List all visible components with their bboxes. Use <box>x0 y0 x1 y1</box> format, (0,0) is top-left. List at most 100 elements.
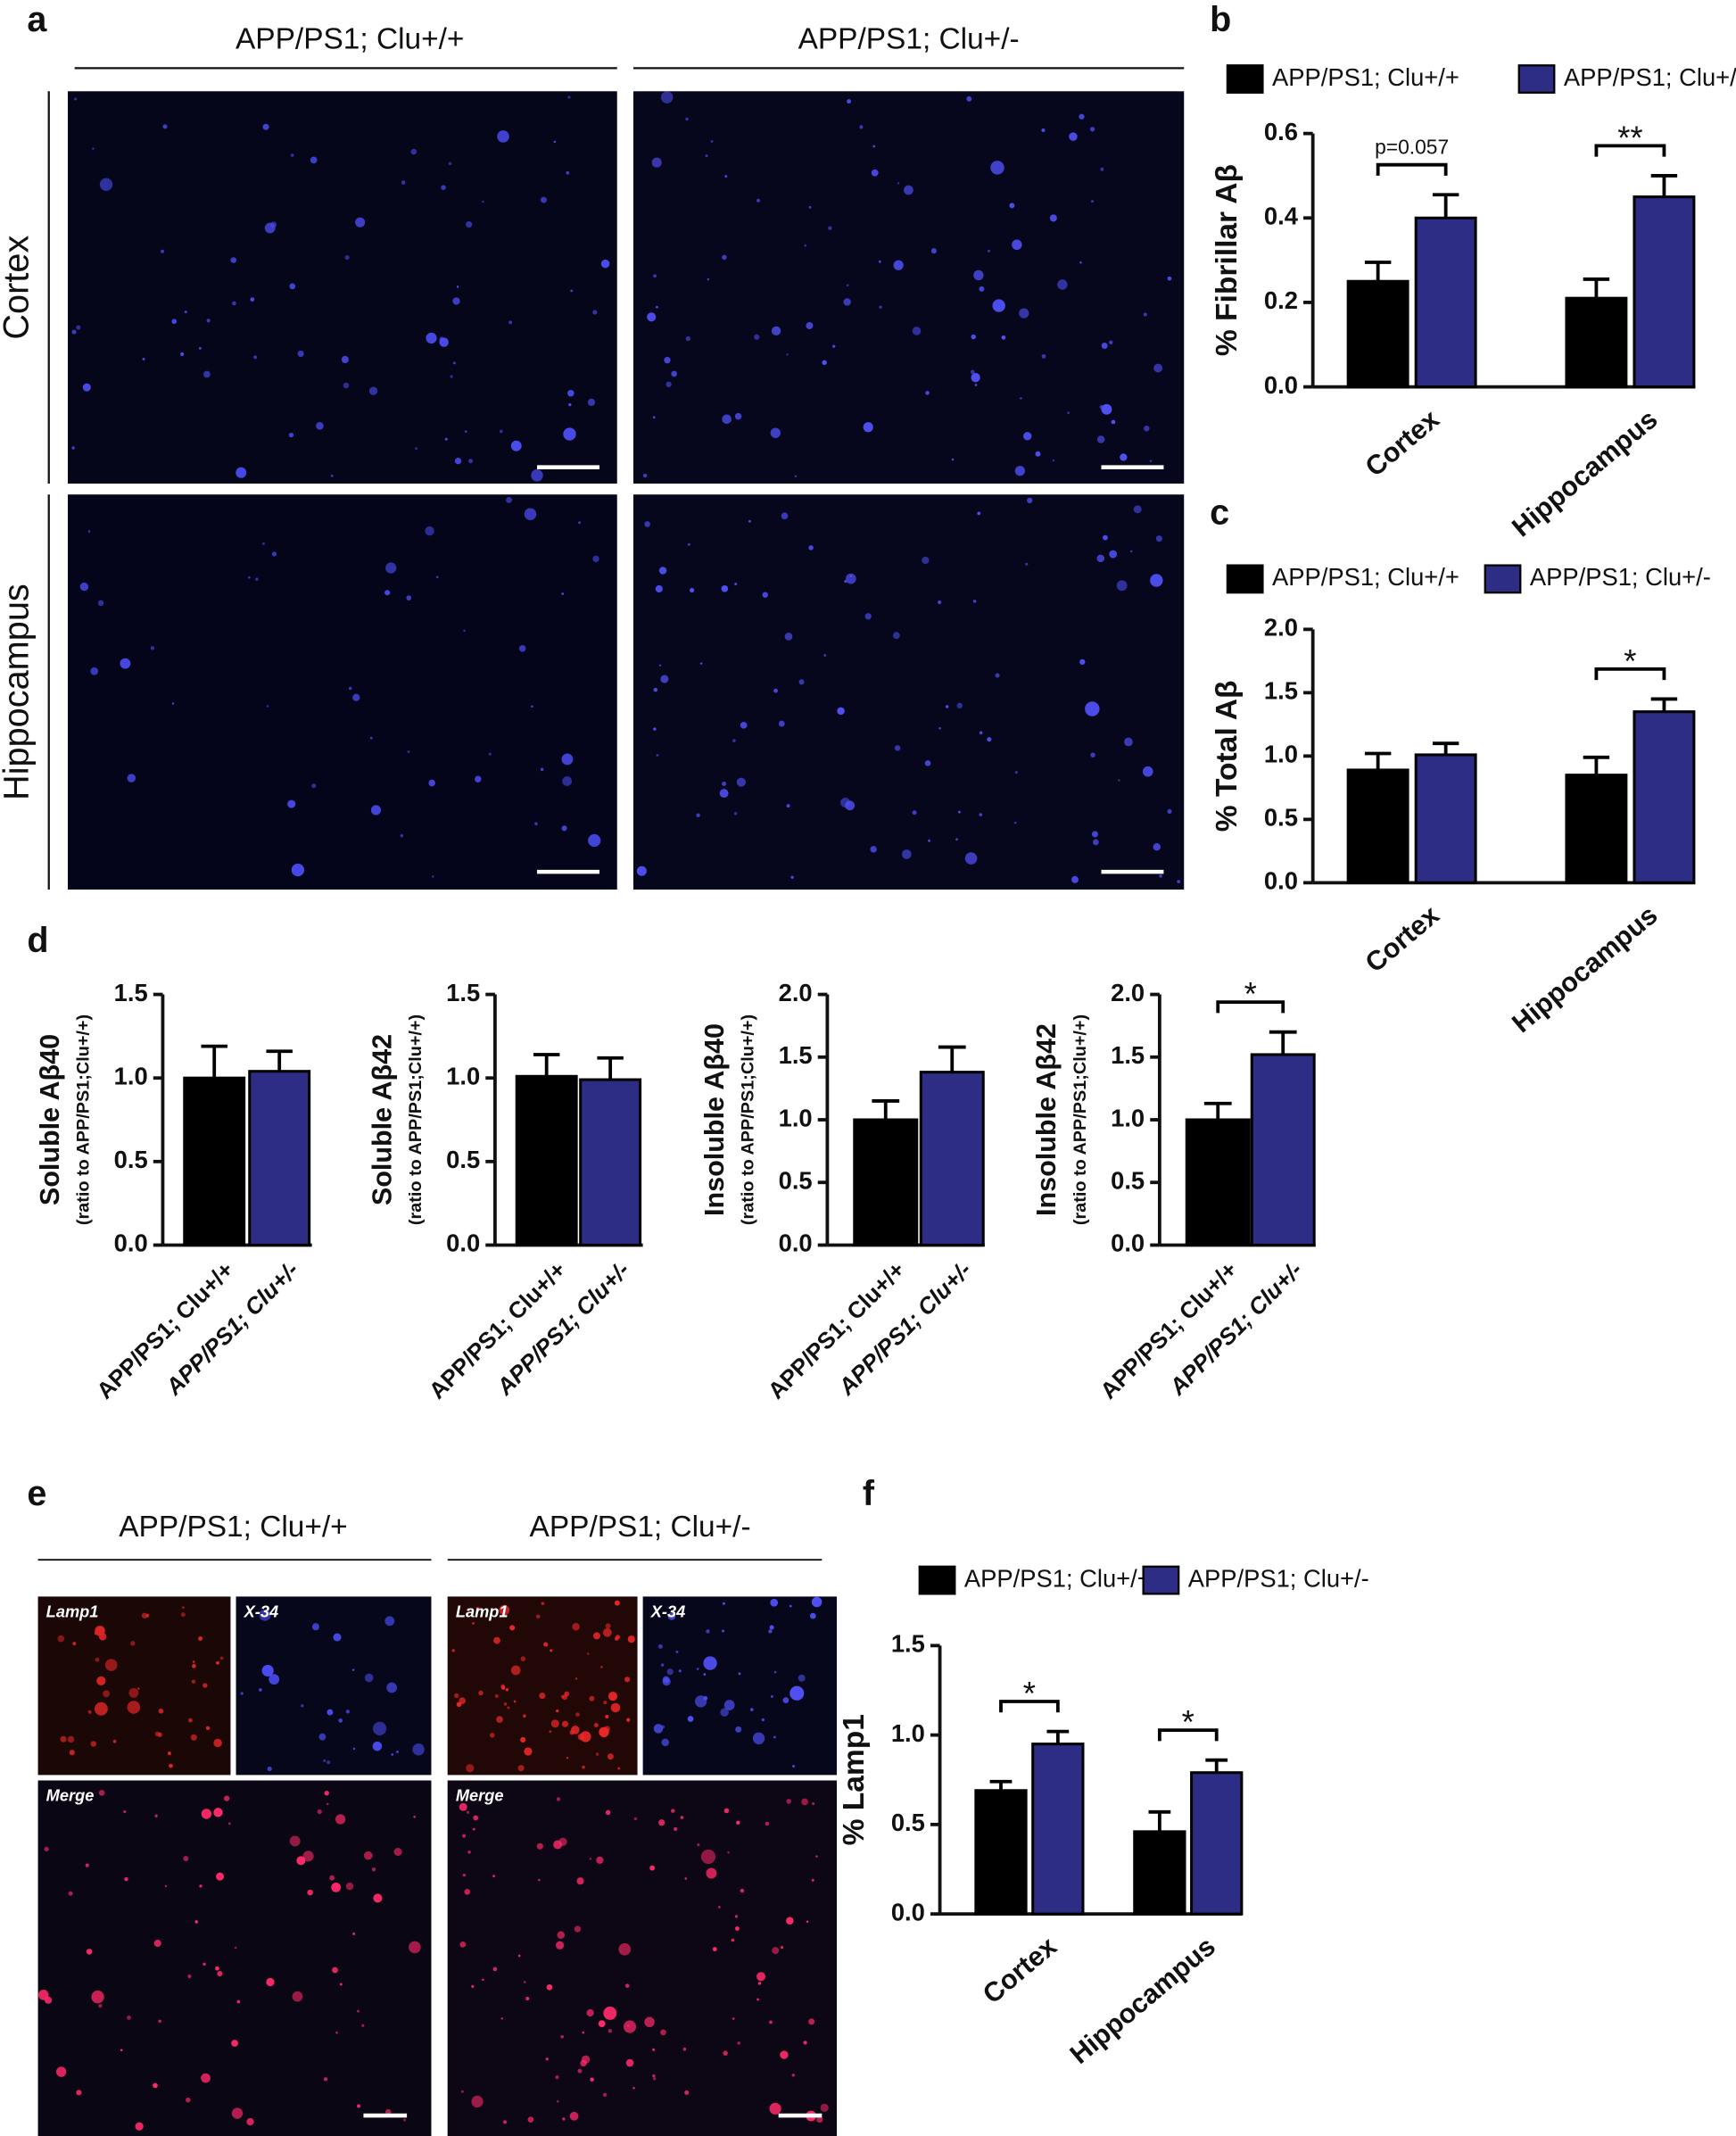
plaque <box>323 1759 327 1762</box>
plaque <box>538 1878 541 1882</box>
plaque <box>872 145 876 148</box>
plaque <box>448 161 452 166</box>
plaque <box>1089 127 1095 132</box>
plaque <box>557 1931 566 1940</box>
plaque <box>823 653 827 657</box>
plaque <box>782 1697 789 1704</box>
plaque <box>660 1663 665 1667</box>
plaque <box>466 1810 470 1814</box>
plaque <box>90 666 99 675</box>
micrograph <box>447 1780 838 2136</box>
plaque <box>786 1799 792 1804</box>
plaque <box>203 370 211 378</box>
plaque <box>171 319 178 325</box>
bar <box>1346 768 1409 884</box>
plaque <box>1025 562 1029 566</box>
plaque <box>310 156 318 164</box>
plaque <box>808 2018 815 2025</box>
plaque <box>671 370 677 377</box>
micrographs: Lamp1 X-34 Merge Lamp1 X-34 Merge <box>37 91 1185 2136</box>
plaque <box>1116 580 1128 592</box>
significance-label: ** <box>1617 120 1642 156</box>
plaque <box>1167 808 1172 814</box>
plaque <box>459 1802 467 1811</box>
plaque <box>756 198 761 203</box>
y-tick-label: 0.0 <box>891 1898 925 1925</box>
x-tick-label: Cortex <box>977 1931 1062 2009</box>
plaque <box>938 600 942 605</box>
plaque <box>790 875 794 879</box>
plaque <box>623 2020 637 2033</box>
plaque <box>409 1941 421 1954</box>
plaque <box>786 1917 794 1925</box>
plaque <box>1027 497 1033 504</box>
plaque <box>607 1753 614 1760</box>
plaque <box>214 1966 219 1971</box>
plaque <box>617 1767 621 1770</box>
plaque <box>803 2041 807 2045</box>
channel-label: Merge <box>456 1786 504 1805</box>
plaque <box>712 1947 717 1952</box>
plaque <box>79 1798 82 1801</box>
legend-label: APP/PS1; Clu+/- <box>1530 563 1711 591</box>
plaque <box>1014 466 1025 476</box>
y-tick-label: 0.0 <box>1111 1229 1145 1257</box>
plaque <box>1144 425 1150 432</box>
plaque <box>524 508 537 521</box>
plaque <box>706 1629 710 1634</box>
plaque <box>571 1726 580 1734</box>
plaque <box>439 337 449 347</box>
plaque <box>828 226 832 230</box>
micrograph <box>37 1596 231 1776</box>
plaque <box>456 286 459 288</box>
plaque <box>1020 397 1022 400</box>
plaque <box>352 693 360 701</box>
plaque <box>773 1670 777 1674</box>
plaque <box>970 369 975 375</box>
plaque <box>736 777 746 787</box>
plaque <box>236 1999 241 2004</box>
legend-swatch <box>1226 64 1264 94</box>
y-tick-label: 2.0 <box>1111 979 1145 1006</box>
y-axis-note: (ratio to APP/PS1;Clu+/+) <box>1071 1014 1090 1225</box>
plaque <box>357 2104 361 2108</box>
plaque <box>846 284 849 287</box>
plaque <box>789 1685 805 1701</box>
plaque <box>661 1725 665 1729</box>
plaque <box>575 1677 578 1680</box>
plaque <box>662 1676 670 1684</box>
plaque <box>96 1676 106 1685</box>
plaque <box>569 2111 579 2121</box>
plaque <box>95 1657 100 1662</box>
plaque <box>92 147 95 150</box>
plaque <box>653 1724 664 1734</box>
plaque <box>603 1701 608 1705</box>
plaque <box>652 2048 656 2051</box>
plaque <box>588 833 601 848</box>
plaque <box>384 1616 395 1627</box>
plaque <box>574 1925 582 1933</box>
plaque <box>87 530 91 533</box>
plaque <box>735 1926 740 1931</box>
plaque <box>55 2066 67 2077</box>
plaque <box>737 2041 740 2045</box>
plaque <box>632 2086 635 2090</box>
plaque <box>586 1652 590 1655</box>
plaque <box>608 1692 618 1701</box>
plaque <box>761 1718 765 1722</box>
plaque <box>756 1972 766 1982</box>
plaque <box>1096 554 1105 563</box>
plaque <box>971 373 980 383</box>
plaque <box>586 2008 594 2017</box>
plaque <box>1041 128 1046 133</box>
plaque <box>786 353 789 356</box>
x-tick-label: Cortex <box>1360 404 1445 483</box>
plaque <box>271 551 277 557</box>
plaque <box>1177 880 1181 884</box>
plaque <box>720 1708 729 1717</box>
legend-label: APP/PS1; Clu+/+ <box>964 1564 1152 1592</box>
bar <box>1565 774 1628 884</box>
plaque <box>452 297 460 305</box>
column-heading: APP/PS1; Clu+/+ <box>119 1511 347 1544</box>
plaque <box>406 595 412 601</box>
